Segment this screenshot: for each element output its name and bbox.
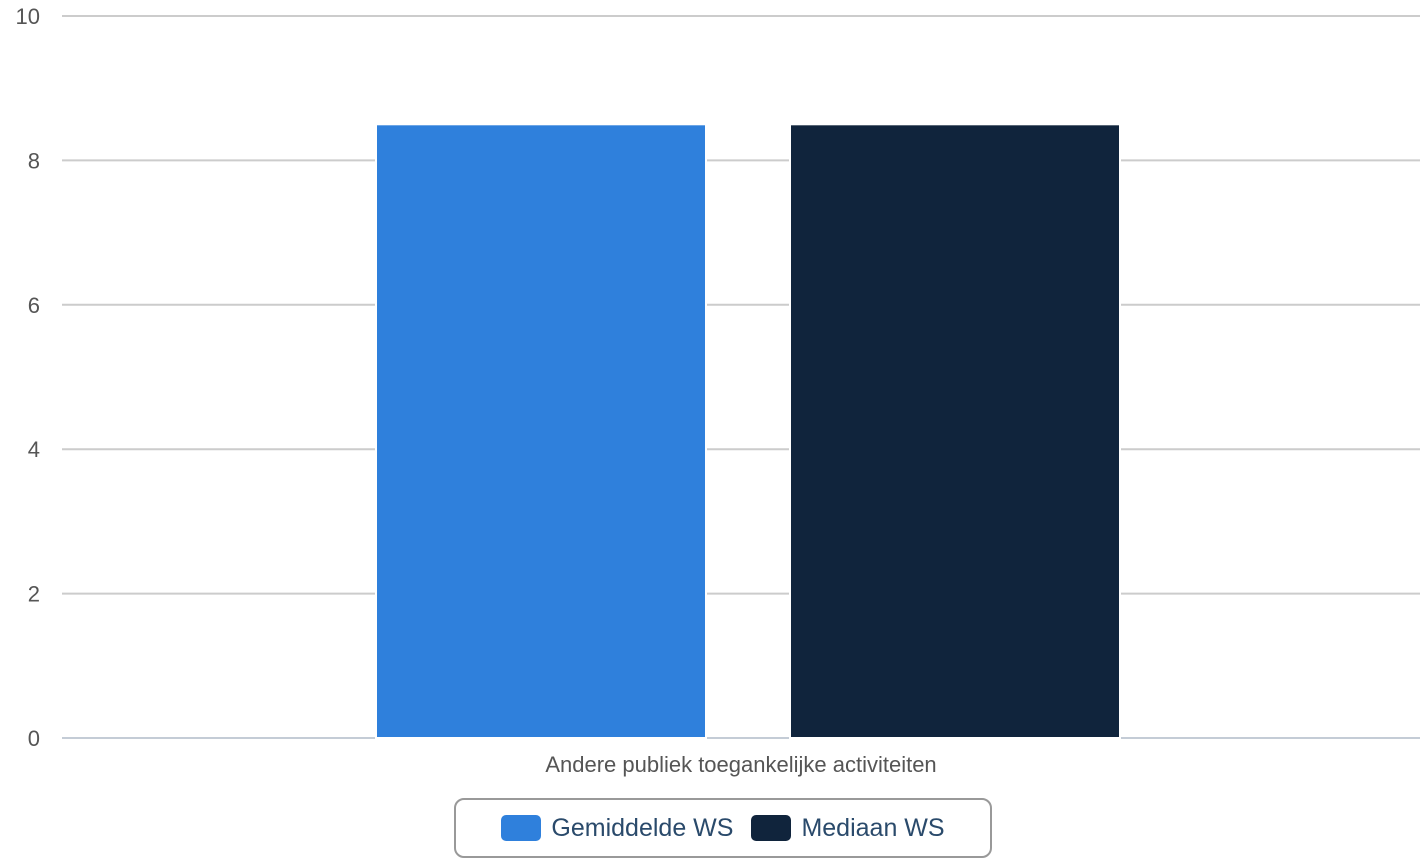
y-tick-label: 4: [28, 437, 40, 462]
y-tick-label: 8: [28, 148, 40, 173]
y-tick-label: 2: [28, 582, 40, 607]
legend-label-gemiddelde: Gemiddelde WS: [551, 813, 734, 842]
bar-mediaan-ws[interactable]: [789, 123, 1121, 740]
legend-swatch-gemiddelde: [501, 815, 542, 841]
legend: Gemiddelde WS Mediaan WS: [454, 798, 992, 858]
y-axis-ticks: 0 2 4 6 8 10: [16, 4, 40, 751]
y-tick-label: 10: [16, 4, 40, 29]
bar-chart: 0 2 4 6 8 10 Andere publiek toegankelijke act…: [16, 4, 1420, 777]
x-category-label: Andere publiek toegankelijke activiteite…: [545, 752, 936, 777]
y-tick-label: 6: [28, 293, 40, 318]
bar-gemiddelde-ws[interactable]: [375, 123, 707, 740]
y-tick-label: 0: [28, 726, 40, 751]
legend-swatch-mediaan: [751, 815, 792, 841]
legend-item-mediaan[interactable]: Mediaan WS: [751, 813, 945, 843]
legend-item-gemiddelde[interactable]: Gemiddelde WS: [501, 814, 733, 843]
gridlines: [62, 15, 1420, 739]
x-axis: Andere publiek toegankelijke activiteite…: [545, 752, 936, 777]
legend-label-mediaan: Mediaan WS: [801, 813, 945, 842]
bars: [375, 123, 1121, 740]
